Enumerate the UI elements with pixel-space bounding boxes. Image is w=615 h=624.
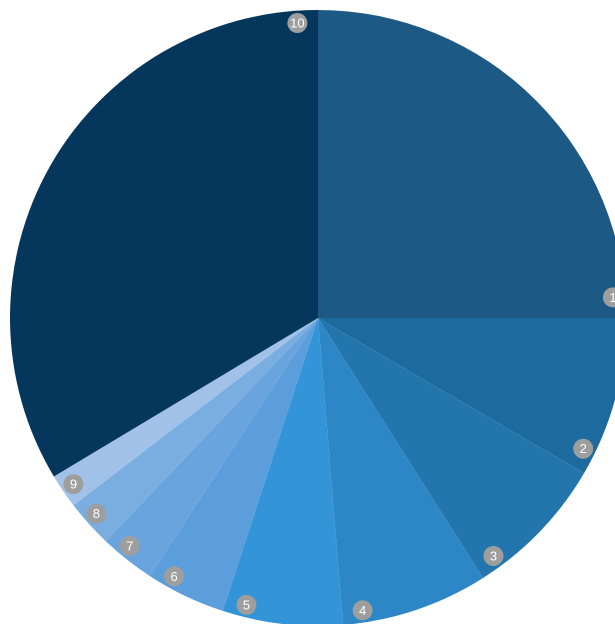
label-badge — [119, 535, 140, 556]
slice-label-3: 3 — [483, 545, 504, 566]
slice-label-6: 6 — [164, 566, 185, 587]
pie-slice-8 — [73, 318, 318, 542]
pie-slice-2 — [318, 318, 615, 474]
label-badge — [287, 13, 308, 34]
pie-slice-6 — [149, 318, 318, 611]
slice-label-2: 2 — [573, 438, 594, 459]
label-text: 4 — [359, 603, 366, 618]
label-text: 1 — [609, 290, 615, 305]
slice-labels: 1 2 3 4 5 6 7 8 9 10 — [63, 13, 615, 621]
label-badge — [352, 600, 373, 621]
label-badge — [63, 474, 84, 495]
label-text: 3 — [490, 548, 497, 563]
label-badge — [573, 438, 594, 459]
label-text: 6 — [170, 569, 177, 584]
pie-slice-4 — [318, 318, 484, 624]
pie-slice-3 — [318, 318, 585, 579]
slice-label-7: 7 — [119, 535, 140, 556]
label-badge — [483, 545, 504, 566]
label-text: 2 — [580, 441, 587, 456]
label-text: 5 — [243, 597, 250, 612]
pie-slice-1 — [318, 10, 615, 318]
label-text: 9 — [70, 477, 77, 492]
pie-slice-9 — [53, 318, 319, 506]
label-badge — [602, 287, 615, 308]
slice-label-10: 10 — [287, 13, 308, 34]
label-text: 10 — [290, 16, 304, 31]
slice-label-9: 9 — [63, 474, 84, 495]
label-badge — [236, 594, 257, 615]
slice-label-5: 5 — [236, 594, 257, 615]
slice-label-4: 4 — [352, 600, 373, 621]
label-badge — [86, 503, 107, 524]
pie-slice-5 — [222, 318, 344, 624]
pie-slice-10 — [9, 10, 318, 477]
pie-slice-7 — [105, 318, 318, 576]
pie-slices — [9, 10, 615, 624]
label-text: 8 — [93, 506, 100, 521]
label-badge — [164, 566, 185, 587]
slice-label-8: 8 — [86, 503, 107, 524]
label-text: 7 — [126, 538, 133, 553]
slice-label-1: 1 — [602, 287, 615, 308]
